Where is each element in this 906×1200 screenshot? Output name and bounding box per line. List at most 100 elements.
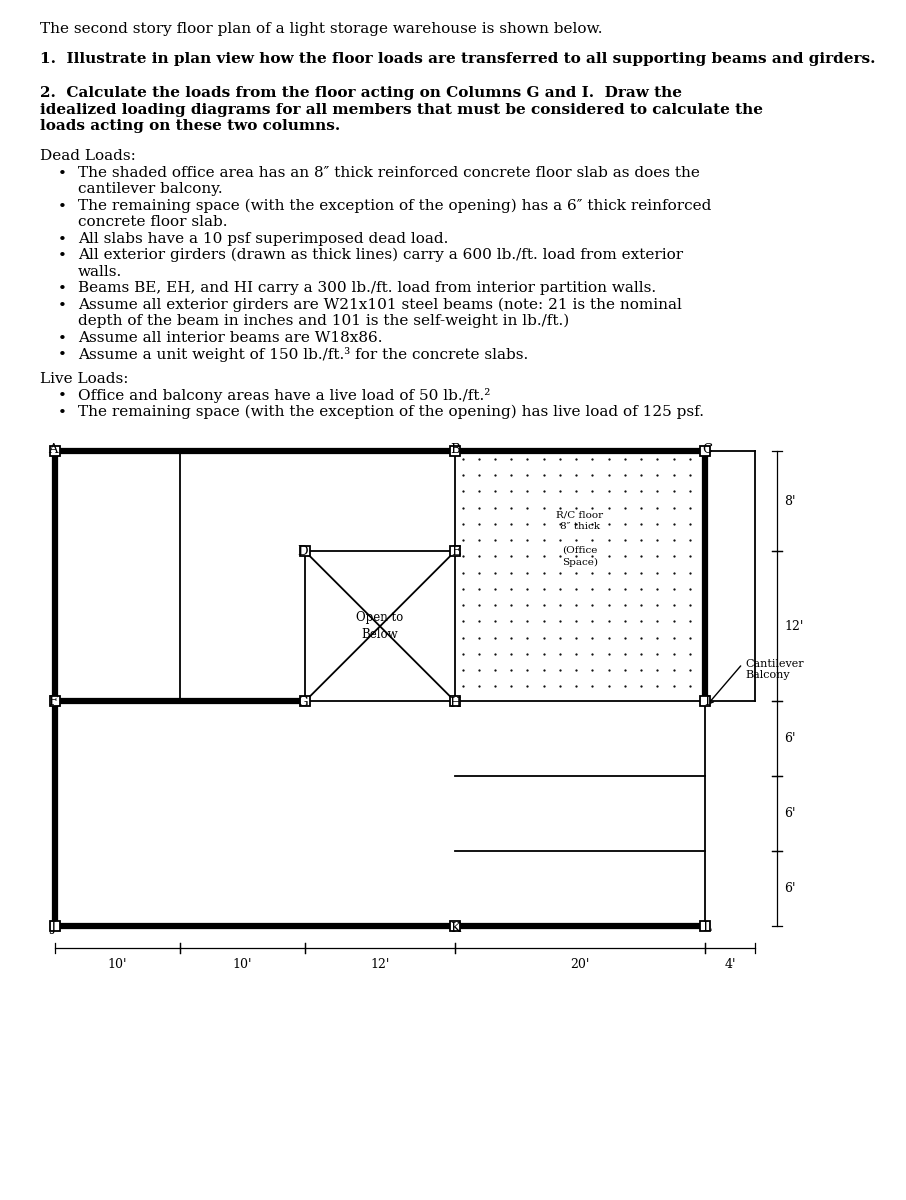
Point <box>520 530 535 550</box>
Bar <box>700 922 710 931</box>
Point <box>471 580 486 599</box>
Point <box>504 612 518 631</box>
Text: depth of the beam in inches and 101 is the self-weight in lb./ft.): depth of the beam in inches and 101 is t… <box>78 314 569 329</box>
Bar <box>300 696 310 707</box>
Point <box>602 563 616 582</box>
Point <box>569 677 583 696</box>
Text: Assume a unit weight of 150 lb./ft.³ for the concrete slabs.: Assume a unit weight of 150 lb./ft.³ for… <box>78 347 528 362</box>
Point <box>602 628 616 647</box>
Point <box>651 612 665 631</box>
Text: All slabs have a 10 psf superimposed dead load.: All slabs have a 10 psf superimposed dea… <box>78 232 448 246</box>
Point <box>455 498 469 517</box>
Bar <box>50 446 60 456</box>
Point <box>667 481 681 500</box>
Point <box>569 595 583 614</box>
Point <box>471 449 486 468</box>
Point <box>634 644 649 664</box>
Point <box>487 628 502 647</box>
Point <box>634 660 649 679</box>
Point <box>553 563 567 582</box>
Text: Assume all interior beams are W18x86.: Assume all interior beams are W18x86. <box>78 330 382 344</box>
Text: H: H <box>449 696 461 709</box>
Text: I: I <box>704 695 709 708</box>
Text: The second story floor plan of a light storage warehouse is shown below.: The second story floor plan of a light s… <box>40 22 602 36</box>
Bar <box>50 696 60 707</box>
Text: 10': 10' <box>108 959 127 971</box>
Point <box>520 644 535 664</box>
Bar <box>450 922 460 931</box>
Point <box>569 612 583 631</box>
Point <box>487 449 502 468</box>
Point <box>585 563 600 582</box>
Point <box>569 547 583 566</box>
Point <box>634 481 649 500</box>
Point <box>487 498 502 517</box>
Point <box>683 530 698 550</box>
Point <box>569 563 583 582</box>
Text: •: • <box>58 250 67 263</box>
Text: loads acting on these two columns.: loads acting on these two columns. <box>40 119 341 133</box>
Text: 6': 6' <box>784 732 795 745</box>
Point <box>667 547 681 566</box>
Point <box>683 612 698 631</box>
Point <box>618 580 632 599</box>
Point <box>585 498 600 517</box>
Point <box>602 580 616 599</box>
Point <box>455 466 469 485</box>
Point <box>455 449 469 468</box>
Text: C: C <box>702 444 712 456</box>
Point <box>667 644 681 664</box>
Point <box>471 498 486 517</box>
Point <box>455 514 469 533</box>
Point <box>455 644 469 664</box>
Point <box>520 481 535 500</box>
Point <box>569 466 583 485</box>
Point <box>618 547 632 566</box>
Point <box>602 547 616 566</box>
Text: 6': 6' <box>784 808 795 821</box>
Text: A: A <box>48 444 58 456</box>
Point <box>634 580 649 599</box>
Text: Open to
Below: Open to Below <box>356 611 404 641</box>
Point <box>683 563 698 582</box>
Text: B: B <box>450 443 460 456</box>
Point <box>536 580 551 599</box>
Point <box>683 547 698 566</box>
Point <box>618 660 632 679</box>
Point <box>487 530 502 550</box>
Point <box>602 660 616 679</box>
Point <box>667 580 681 599</box>
Point <box>667 660 681 679</box>
Point <box>667 466 681 485</box>
Point <box>618 498 632 517</box>
Point <box>667 449 681 468</box>
Point <box>553 514 567 533</box>
Point <box>504 595 518 614</box>
Text: 10': 10' <box>233 959 252 971</box>
Point <box>602 466 616 485</box>
Point <box>536 498 551 517</box>
Point <box>536 530 551 550</box>
Point <box>618 514 632 533</box>
Point <box>585 530 600 550</box>
Point <box>553 547 567 566</box>
Point <box>569 449 583 468</box>
Point <box>487 547 502 566</box>
Text: The shaded office area has an 8″ thick reinforced concrete floor slab as does th: The shaded office area has an 8″ thick r… <box>78 166 699 180</box>
Point <box>487 580 502 599</box>
Point <box>634 547 649 566</box>
Point <box>634 514 649 533</box>
Point <box>618 595 632 614</box>
Point <box>585 466 600 485</box>
Point <box>455 563 469 582</box>
Point <box>651 449 665 468</box>
Point <box>487 660 502 679</box>
Point <box>471 514 486 533</box>
Point <box>455 580 469 599</box>
Point <box>504 530 518 550</box>
Point <box>553 660 567 679</box>
Text: K: K <box>450 922 460 935</box>
Point <box>487 481 502 500</box>
Text: 2.  Calculate the loads from the floor acting on Columns G and I.  Draw the: 2. Calculate the loads from the floor ac… <box>40 86 682 101</box>
Point <box>585 677 600 696</box>
